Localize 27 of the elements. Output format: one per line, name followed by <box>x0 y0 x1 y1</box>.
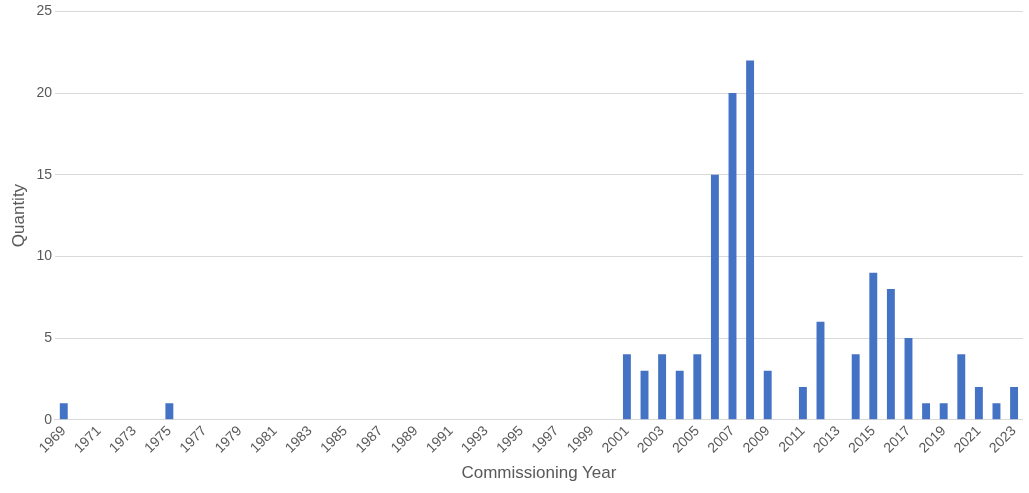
bar <box>59 403 68 420</box>
y-tick-label: 25 <box>36 2 53 19</box>
bar <box>869 272 878 420</box>
y-tick-label: 5 <box>44 328 53 345</box>
bar <box>622 354 631 420</box>
bar <box>763 370 772 420</box>
bar <box>746 60 755 420</box>
bar <box>658 354 667 420</box>
bar <box>693 354 702 420</box>
bar <box>939 403 948 420</box>
bar <box>922 403 931 420</box>
y-tick-label: 10 <box>36 247 53 264</box>
bar <box>798 387 807 420</box>
bar <box>710 174 719 420</box>
bar <box>886 289 895 420</box>
bar <box>165 403 174 420</box>
bar <box>974 387 983 420</box>
bar <box>992 403 1001 420</box>
y-tick-label: 15 <box>36 165 53 182</box>
y-tick-label: 20 <box>36 83 53 100</box>
bar <box>851 354 860 420</box>
y-tick-label: 0 <box>44 410 53 427</box>
bar <box>675 370 684 420</box>
bar <box>957 354 966 420</box>
x-axis-title: Commissioning Year <box>461 463 617 483</box>
y-axis-title: Quantity <box>8 183 28 248</box>
bar <box>1010 387 1019 420</box>
